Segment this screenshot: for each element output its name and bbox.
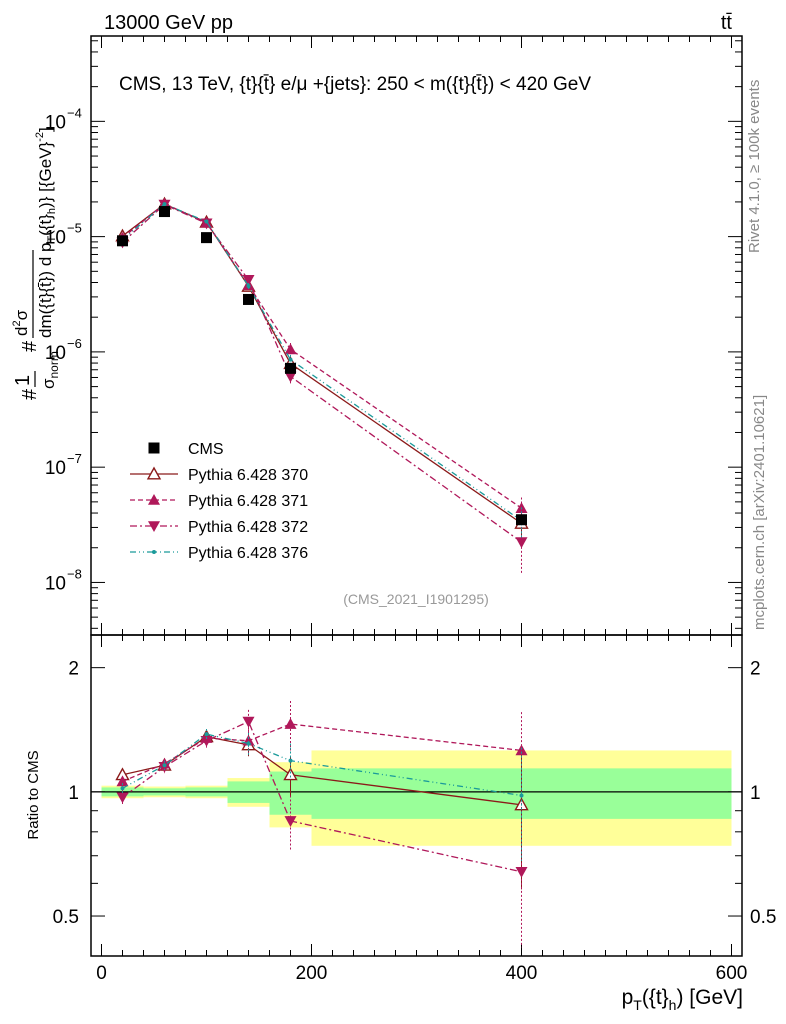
marker [162,763,167,768]
marker [116,792,129,804]
marker [519,793,524,798]
marker [204,732,209,737]
marker [285,362,296,374]
y-tick-label-exp: −7 [67,451,82,466]
x-tick-label: 400 [506,963,538,984]
marker [204,219,209,224]
marker [146,466,162,480]
svg-text:dm({t}{t̄}) d pT({t}h)} [{GeV}: dm({t}{t̄}) d pT({t}h)} [{GeV}-2] [34,127,58,338]
y-tick-label: 10 [45,458,66,479]
ratio-axis-label: Ratio to CMS [25,750,42,839]
x-tick-label: 600 [716,963,748,984]
x-tick-label: 200 [296,963,328,984]
marker [117,235,128,247]
marker [152,550,156,554]
header-left: 13000 GeV pp [104,12,233,34]
ratio-tick-label-right: 0.5 [750,907,776,928]
marker [200,218,213,230]
marker [148,442,160,454]
y-tick-label-exp: −4 [67,105,82,120]
series-line [122,203,522,524]
y-tick-label: 10 [45,228,66,249]
marker [159,206,170,218]
marker [116,775,129,787]
ratio-frame [90,634,743,957]
legend: CMS Pythia 6.428 370 Pythia 6.428 371 Pythi… [130,441,308,562]
series-line [122,202,522,509]
marker [148,521,160,532]
svg-text:#: # [19,388,41,400]
marker [515,866,528,878]
marker [242,716,255,728]
marker [148,494,160,505]
ratio-tick-label: 2 [68,659,79,680]
marker [288,357,293,362]
y-tick-label: 10 [45,343,66,364]
marker [284,718,297,729]
ratio-tick-label-right: 1 [750,783,761,804]
marker [120,786,125,791]
legend-label: Pythia 6.428 372 [188,519,308,536]
legend-label: Pythia 6.428 370 [188,467,308,484]
series-line [122,203,522,543]
y-tick-label-exp: −6 [67,336,82,351]
watermark: (CMS_2021_I1901295) [343,591,489,607]
y-tick-label: 10 [45,112,66,133]
marker [243,293,254,305]
marker [201,232,212,244]
marker [158,762,171,773]
rivet-label: Rivet 4.1.0, ≥ 100k events [746,80,763,253]
legend-label: Pythia 6.428 371 [188,493,308,510]
marker [246,283,251,288]
y-axis-label: # 1 σnorm # d2σ dm({t}{t̄}) d pT({t}h)} … [11,127,61,400]
ratio-tick-label-right: 2 [750,659,761,680]
chart-title: CMS, 13 TeV, {t}{t̄} e/μ +{jets}: 250 < … [119,74,591,95]
legend-label: CMS [188,441,224,458]
marker [516,514,527,526]
y-tick-label: 10 [45,573,66,594]
ratio-tick-label: 1 [68,783,79,804]
x-tick-label: 0 [96,963,107,984]
marker [162,202,167,207]
svg-text:d2σ: d2σ [11,309,31,336]
legend-label: Pythia 6.428 376 [188,545,308,562]
x-axis-label: pT({t}h) [GeV] [622,986,743,1013]
ratio-line [122,736,522,806]
header-right: tt̄ [721,12,733,34]
y-tick-label-exp: −8 [67,566,82,581]
marker [200,735,213,747]
ratio-tick-label: 0.5 [53,907,79,928]
marker [288,758,293,763]
ratio-line [122,733,522,797]
marker [284,343,297,355]
svg-text:σnorm: σnorm [39,351,61,389]
y-tick-label-exp: −5 [67,221,82,236]
svg-text:#: # [19,340,41,352]
marker [246,741,251,746]
marker [515,744,528,756]
marker [242,275,255,286]
svg-text:1: 1 [12,375,34,386]
ratio-panel: 0 200 400 600 0.5 0.5 1 1 2 2 [53,634,776,984]
mcplots-label: mcplots.cern.ch [arXiv:2401.10621] [751,395,768,630]
marker [284,371,297,383]
series-line [122,203,522,522]
marker [515,537,528,549]
ratio-line [122,720,522,873]
marker [284,816,297,827]
